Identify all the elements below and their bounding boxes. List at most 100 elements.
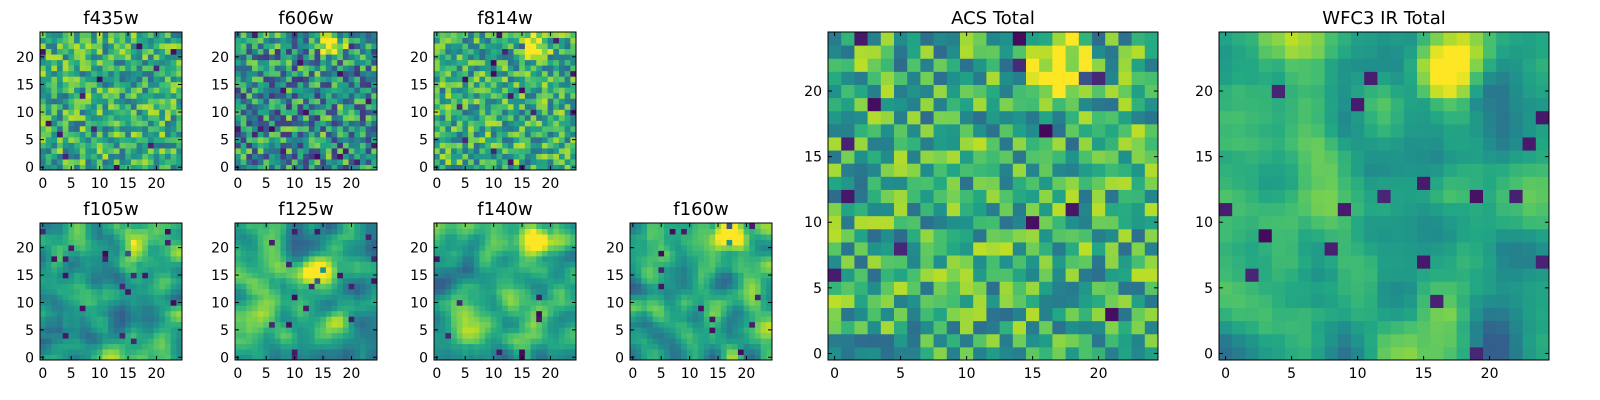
heatmap-cell — [354, 343, 361, 350]
heatmap-cell — [51, 136, 58, 143]
heatmap-cell — [263, 239, 270, 246]
heatmap-cell — [675, 343, 682, 350]
heatmap-cell — [280, 343, 287, 350]
heatmap-cell — [74, 125, 81, 132]
heatmap-cell — [496, 76, 503, 83]
heatmap-cell — [496, 228, 503, 235]
heatmap-cell — [348, 59, 355, 66]
heatmap-cell — [570, 32, 577, 39]
heatmap-cell — [709, 305, 716, 312]
heatmap-cell — [760, 316, 767, 323]
heatmap-cell — [62, 316, 69, 323]
heatmap-cell — [314, 32, 321, 39]
heatmap-cell — [1078, 281, 1093, 295]
heatmap-cell — [496, 349, 503, 356]
heatmap-cell — [176, 321, 183, 328]
heatmap-cell — [342, 109, 350, 116]
heatmap-cell — [79, 321, 86, 328]
heatmap-cell — [664, 354, 671, 361]
heatmap-cell — [337, 37, 344, 44]
heatmap-cell — [513, 233, 520, 240]
heatmap-cell — [766, 349, 773, 356]
heatmap-cell — [74, 250, 81, 257]
heatmap-cell — [51, 266, 58, 273]
heatmap-cell — [359, 310, 367, 317]
heatmap-cell — [113, 48, 121, 55]
heatmap-cell — [737, 321, 745, 328]
heatmap-cell — [147, 65, 155, 72]
heatmap-cell — [51, 250, 58, 257]
heatmap-cell — [675, 332, 682, 339]
heatmap-cell — [274, 255, 281, 262]
heatmap-cell — [136, 131, 143, 138]
heatmap-cell — [286, 65, 293, 72]
heatmap-cell — [502, 338, 509, 345]
heatmap-cell — [102, 76, 109, 83]
heatmap-cell — [153, 299, 160, 306]
heatmap-cell — [686, 321, 693, 328]
heatmap-cell — [658, 321, 665, 328]
heatmap-cell — [62, 223, 69, 229]
heatmap-cell — [473, 332, 480, 339]
heatmap-cell — [365, 266, 372, 273]
heatmap-cell — [541, 153, 549, 160]
heatmap-cell — [973, 215, 987, 230]
heatmap-cell — [664, 261, 671, 268]
heatmap-cell — [371, 310, 378, 317]
heatmap-cell — [79, 310, 86, 317]
heatmap-cell — [142, 98, 149, 105]
heatmap-cell — [664, 272, 671, 279]
heatmap-cell — [1105, 176, 1119, 190]
heatmap-cell — [737, 223, 745, 229]
heatmap-cell — [867, 241, 882, 256]
heatmap-cell — [153, 338, 160, 345]
heatmap-cell — [485, 294, 492, 301]
heatmap-cell — [85, 349, 92, 356]
heatmap-cell — [57, 136, 64, 143]
heatmap-cell — [246, 223, 253, 229]
heatmap-cell — [337, 239, 344, 246]
heatmap-cell — [1118, 241, 1133, 256]
heatmap-cell — [547, 277, 554, 284]
heatmap-cell — [541, 272, 549, 279]
heatmap-cell — [669, 349, 676, 356]
heatmap-cell — [57, 255, 64, 262]
heatmap-cell — [235, 98, 242, 105]
heatmap-cell — [519, 125, 526, 132]
heatmap-cell — [325, 103, 333, 110]
heatmap-cell — [564, 239, 571, 246]
heatmap-cell — [147, 70, 155, 77]
heatmap-cell — [434, 76, 441, 83]
heatmap-cell — [564, 43, 571, 50]
heatmap-cell — [176, 92, 183, 99]
heatmap-cell — [297, 114, 304, 121]
heatmap-cell — [434, 70, 441, 77]
heatmap-cell — [760, 250, 767, 257]
heatmap-cell — [303, 354, 310, 361]
heatmap-cell — [451, 48, 458, 55]
heatmap-cell — [726, 228, 733, 235]
heatmap-cell — [45, 255, 52, 262]
heatmap-cell — [74, 158, 81, 165]
heatmap-cell — [246, 59, 253, 66]
heatmap-cell — [760, 261, 767, 268]
heatmap-cell — [164, 343, 172, 350]
heatmap-cell — [737, 272, 745, 279]
heatmap-cell — [108, 136, 115, 143]
heatmap-cell — [434, 65, 441, 72]
heatmap-cell — [125, 338, 132, 345]
heatmap-cell — [303, 153, 310, 160]
heatmap-cell — [130, 277, 138, 284]
heatmap-cell — [57, 114, 64, 121]
heatmap-cell — [536, 332, 543, 339]
heatmap-cell — [999, 346, 1014, 361]
heatmap-cell — [337, 54, 344, 61]
heatmap-cell — [240, 32, 247, 39]
heatmap-cell — [558, 332, 566, 339]
heatmap-cell — [331, 266, 338, 273]
heatmap-cell — [130, 354, 138, 361]
heatmap-cell — [170, 87, 177, 94]
heatmap-cell — [303, 37, 310, 44]
heatmap-cell — [57, 147, 64, 154]
heatmap-cell — [451, 228, 458, 235]
